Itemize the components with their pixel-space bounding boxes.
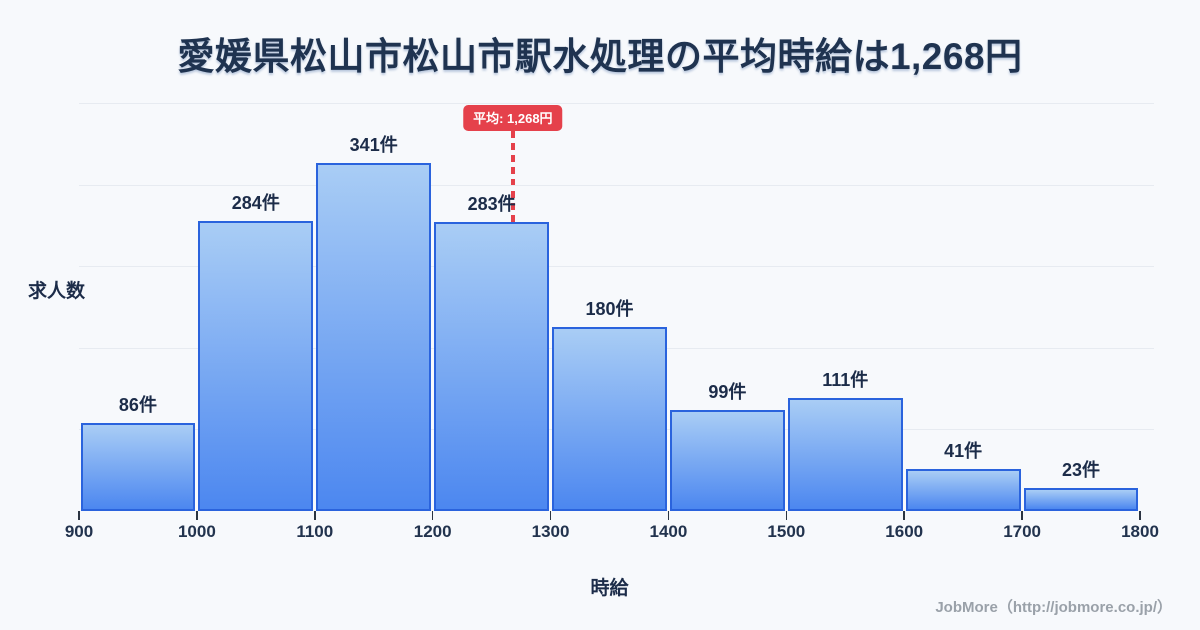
x-axis-tick-label: 1400 [649, 522, 688, 541]
x-axis-tick-label: 1300 [531, 522, 570, 541]
x-axis-tick-label: 1100 [296, 522, 334, 541]
x-axis-tick [549, 511, 552, 520]
bar-value-label: 41件 [944, 441, 983, 462]
bar-value-label: 111件 [822, 369, 869, 390]
histogram-bar [1023, 487, 1139, 511]
page-title: 愛媛県松山市松山市駅水処理の平均時給は1,268円 [177, 36, 1023, 77]
histogram-bar [434, 222, 550, 511]
x-axis-tick-label: 900 [64, 522, 94, 541]
bar-value-label: 23件 [1062, 459, 1101, 480]
x-axis-tick-label: 1000 [177, 522, 216, 541]
bar-value-label: 180件 [585, 299, 634, 320]
bar-value-label: 284件 [231, 193, 280, 214]
x-axis-tick-label: 1800 [1121, 522, 1159, 541]
attribution-credit: JobMore（http://jobmore.co.jp/） [935, 599, 1172, 616]
x-axis-tick [667, 511, 670, 520]
x-axis-tick-label: 1500 [767, 522, 806, 541]
x-axis-tick [431, 511, 434, 520]
y-axis-label: 求人数 [28, 281, 86, 302]
bar-value-label: 283件 [467, 194, 516, 215]
bar-value-label: 99件 [708, 382, 747, 403]
x-axis-tick [313, 511, 316, 520]
histogram-bar [669, 410, 785, 511]
histogram-plot-area: 平均: 1,268円 86件 284件 341件 283件 180件 99件 111件 41件… [65, 103, 1159, 541]
bar-value-label: 86件 [118, 395, 157, 416]
gridline [79, 266, 1154, 268]
gridline [79, 103, 1154, 104]
x-axis-tick-label: 1200 [413, 522, 452, 541]
x-axis-tick [78, 511, 80, 520]
bar-value-label: 341件 [349, 135, 398, 156]
histogram-bar [787, 397, 903, 511]
histogram-bar [80, 423, 196, 511]
x-axis-tick [1139, 511, 1141, 520]
average-badge: 平均: 1,268円 [463, 105, 563, 131]
x-axis-tick [196, 511, 198, 520]
histogram-bar [905, 469, 1021, 511]
x-axis-tick [785, 511, 788, 520]
x-axis-label: 時給 [590, 578, 629, 599]
gridline [79, 184, 1154, 186]
histogram-bar [552, 327, 667, 511]
x-axis-tick [903, 511, 906, 520]
histogram-bar [316, 163, 432, 511]
x-axis-tick-label: 1700 [1003, 522, 1042, 541]
x-axis-tick-label: 1600 [885, 522, 924, 541]
histogram-bar [198, 221, 314, 511]
average-badge-label: 平均: 1,268円 [473, 111, 553, 126]
x-axis-tick [1021, 511, 1023, 520]
